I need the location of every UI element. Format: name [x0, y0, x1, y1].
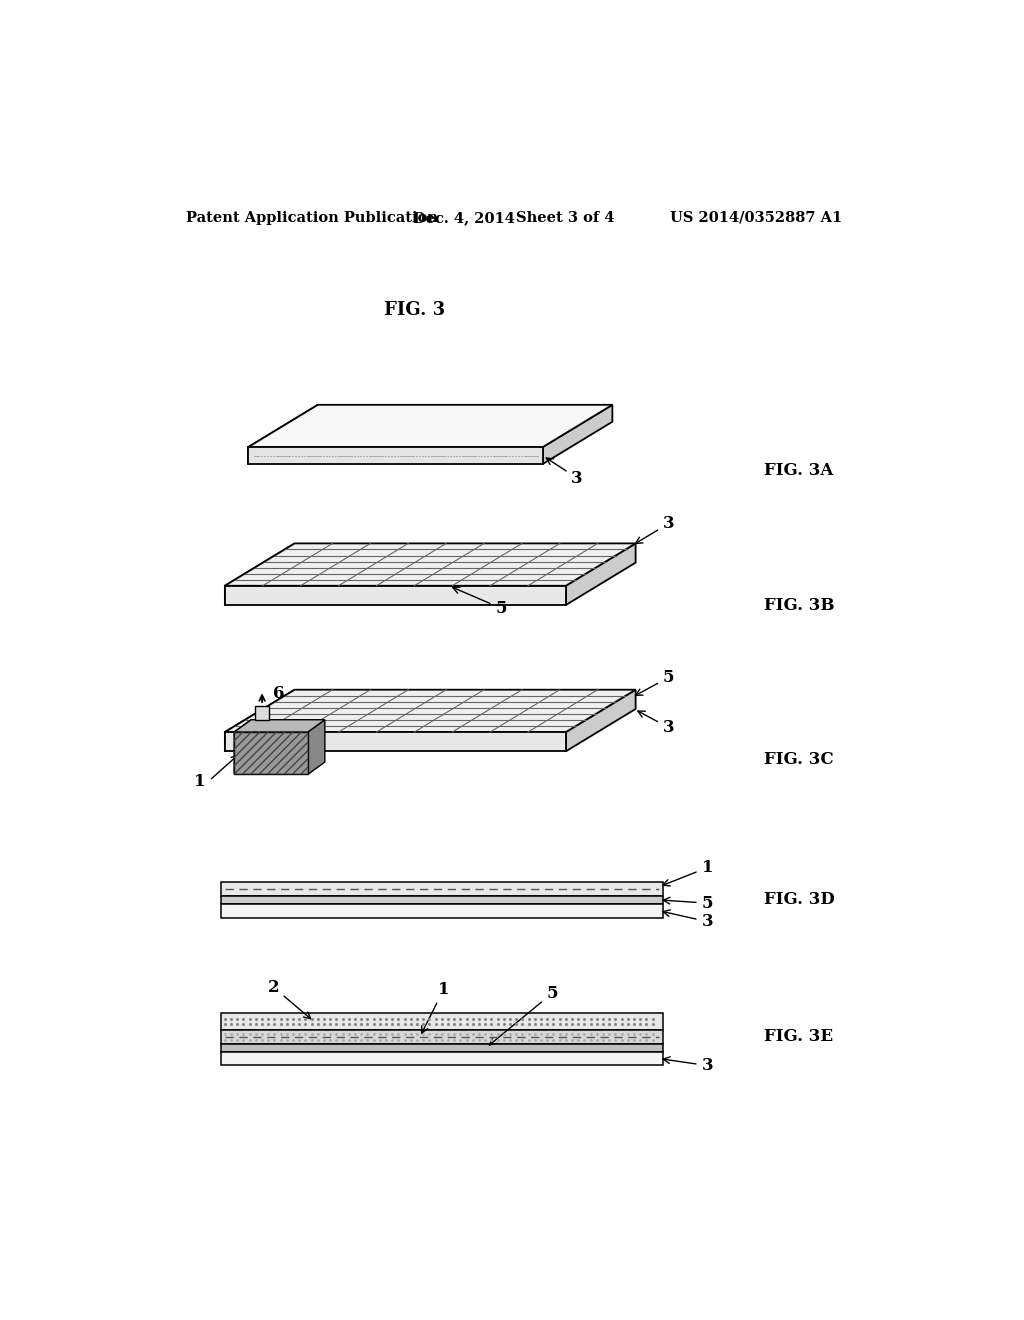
- Text: FIG. 3D: FIG. 3D: [764, 891, 835, 908]
- Text: FIG. 3B: FIG. 3B: [764, 597, 834, 614]
- Polygon shape: [225, 689, 295, 751]
- Text: 1: 1: [194, 774, 206, 789]
- Bar: [221, 1044, 663, 1052]
- Text: 3: 3: [638, 711, 675, 737]
- Polygon shape: [566, 689, 636, 751]
- Text: 3: 3: [664, 909, 713, 931]
- Bar: [221, 1052, 663, 1065]
- Bar: [221, 1014, 663, 1030]
- Text: 6: 6: [273, 685, 285, 702]
- Polygon shape: [248, 405, 317, 465]
- Text: 3: 3: [664, 1057, 713, 1074]
- Polygon shape: [543, 405, 612, 465]
- Polygon shape: [225, 544, 295, 605]
- Polygon shape: [248, 405, 612, 447]
- Text: 1: 1: [663, 859, 713, 886]
- Bar: [255, 706, 269, 719]
- Polygon shape: [234, 719, 251, 775]
- Polygon shape: [248, 447, 543, 465]
- Text: FIG. 3E: FIG. 3E: [764, 1028, 833, 1045]
- Text: FIG. 3A: FIG. 3A: [764, 462, 833, 479]
- Polygon shape: [234, 719, 325, 733]
- Text: 1: 1: [422, 981, 450, 1034]
- Polygon shape: [566, 544, 636, 605]
- Text: 5: 5: [489, 985, 558, 1045]
- Text: 5: 5: [636, 669, 674, 696]
- Text: Dec. 4, 2014: Dec. 4, 2014: [414, 211, 515, 224]
- Polygon shape: [225, 544, 636, 586]
- Text: Patent Application Publication: Patent Application Publication: [186, 211, 438, 224]
- Text: FIG. 3C: FIG. 3C: [764, 751, 834, 767]
- Bar: [221, 1030, 663, 1044]
- Polygon shape: [308, 719, 325, 775]
- Text: 3: 3: [546, 458, 583, 487]
- Text: FIG. 3: FIG. 3: [384, 301, 445, 319]
- Text: Sheet 3 of 4: Sheet 3 of 4: [515, 211, 614, 224]
- Text: 5: 5: [664, 895, 713, 912]
- Text: US 2014/0352887 A1: US 2014/0352887 A1: [671, 211, 843, 224]
- Bar: [221, 896, 663, 904]
- Polygon shape: [234, 733, 308, 775]
- Polygon shape: [225, 586, 566, 605]
- Text: 2: 2: [267, 978, 310, 1019]
- Polygon shape: [225, 733, 566, 751]
- Text: 3: 3: [636, 515, 675, 544]
- Bar: [221, 882, 663, 896]
- Polygon shape: [225, 689, 636, 733]
- Text: 5: 5: [453, 587, 507, 616]
- Bar: [221, 904, 663, 917]
